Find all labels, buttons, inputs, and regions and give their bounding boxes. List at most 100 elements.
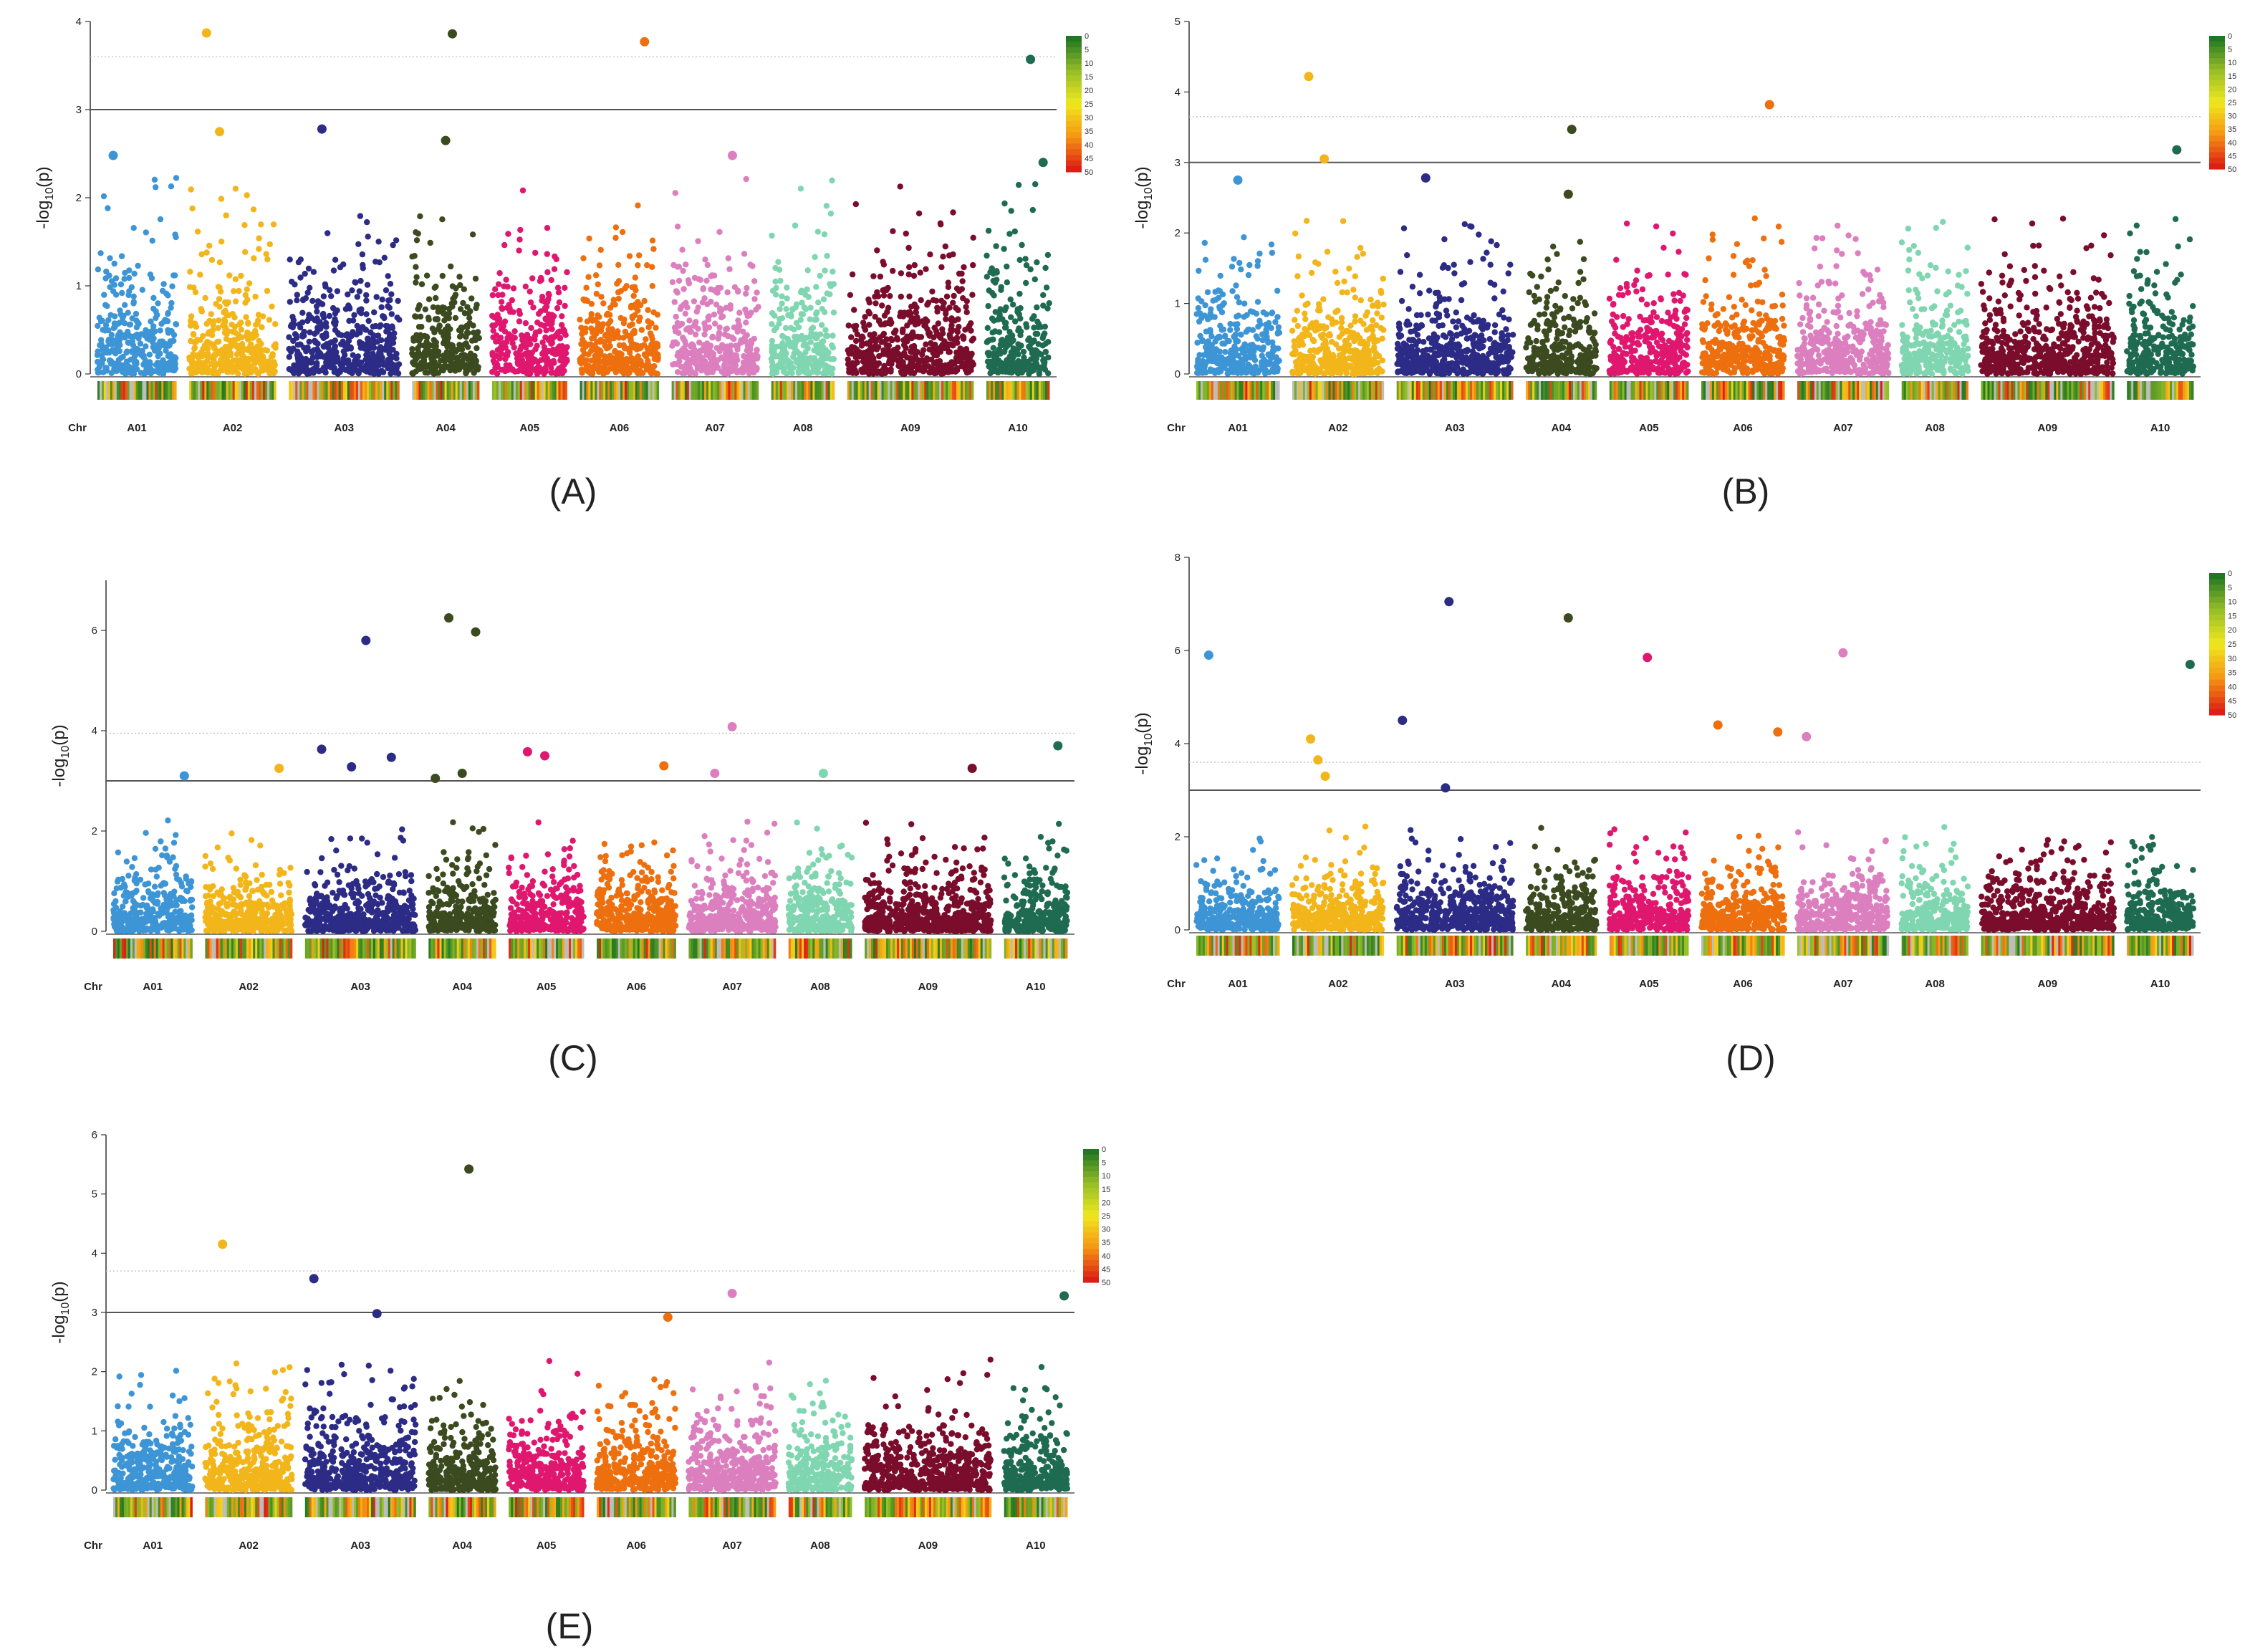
snp-point xyxy=(168,300,174,306)
snp-point xyxy=(255,348,261,354)
snp-point xyxy=(131,225,137,231)
snp-point xyxy=(273,345,279,350)
snp-point xyxy=(127,333,133,339)
snp-point xyxy=(528,299,534,305)
snp-point xyxy=(310,355,316,360)
snp-point xyxy=(264,347,270,353)
snp-point xyxy=(390,325,395,331)
snp-point xyxy=(229,322,234,327)
snp-point xyxy=(173,322,179,327)
snp-point xyxy=(217,259,223,265)
snp-point xyxy=(428,240,433,246)
snp-point xyxy=(102,345,108,350)
snp-point xyxy=(314,341,320,347)
snp-point xyxy=(473,345,479,351)
snp-point xyxy=(503,277,509,282)
snp-point xyxy=(198,306,204,312)
snp-point xyxy=(191,360,197,366)
snp-point xyxy=(290,325,296,330)
snp-point xyxy=(242,249,248,255)
snp-point xyxy=(473,276,479,282)
snp-point xyxy=(259,363,265,369)
snp-point xyxy=(206,243,212,249)
snp-point xyxy=(346,318,352,324)
snp-point xyxy=(203,295,208,301)
snp-point xyxy=(112,261,117,266)
snp-point xyxy=(562,303,567,309)
snp-point xyxy=(170,338,176,344)
snp-point xyxy=(267,241,273,247)
snp-point xyxy=(332,337,338,343)
snp-point xyxy=(620,335,626,340)
snp-point xyxy=(350,352,356,358)
snp-point xyxy=(152,177,158,183)
snp-point xyxy=(593,272,599,278)
snp-point xyxy=(269,353,275,359)
snp-point xyxy=(418,314,423,320)
snp-point xyxy=(554,305,560,311)
snp-point xyxy=(378,351,383,357)
snp-point xyxy=(360,265,366,271)
snp-point xyxy=(423,351,428,357)
snp-point xyxy=(473,365,479,370)
snp-point xyxy=(350,362,355,368)
snp-point xyxy=(188,318,193,324)
snp-point xyxy=(97,250,103,256)
snp-point xyxy=(198,351,204,357)
snp-point xyxy=(251,206,256,212)
snp-point xyxy=(292,365,298,371)
snp-point xyxy=(147,352,153,357)
snp-point xyxy=(286,346,292,352)
snp-point xyxy=(539,297,544,303)
snp-point xyxy=(95,266,101,272)
snp-point xyxy=(271,370,277,376)
snp-point xyxy=(205,346,211,352)
snp-point xyxy=(170,272,176,278)
snp-point xyxy=(523,284,529,289)
snp-point xyxy=(496,282,501,287)
snp-point xyxy=(294,335,299,340)
snp-point xyxy=(345,341,350,347)
snp-point xyxy=(287,366,292,372)
snp-point xyxy=(120,354,125,360)
snp-point xyxy=(204,321,210,327)
snp-point xyxy=(370,367,375,373)
snp-point xyxy=(364,219,370,225)
snp-point xyxy=(350,329,355,335)
snp-point xyxy=(126,275,132,281)
snp-point xyxy=(241,345,247,351)
snp-point xyxy=(413,279,418,285)
snp-point xyxy=(264,251,269,257)
snp-point xyxy=(529,355,534,360)
y-axis-label: -log10(p) xyxy=(34,166,56,229)
snp-point xyxy=(195,229,201,234)
snp-point xyxy=(219,353,225,359)
snp-point xyxy=(199,370,205,375)
snp-point xyxy=(191,331,196,337)
snp-point xyxy=(492,365,498,371)
snp-point xyxy=(415,346,420,352)
snp-point xyxy=(222,308,228,314)
snp-point xyxy=(597,262,602,268)
snp-point xyxy=(138,340,143,346)
snp-point xyxy=(297,274,303,280)
snp-point xyxy=(357,309,362,314)
snp-point xyxy=(115,332,121,337)
snp-point xyxy=(289,279,294,284)
snp-point xyxy=(296,259,302,265)
snp-point xyxy=(426,297,432,302)
y-tick-label: 4 xyxy=(76,16,82,28)
snp-point xyxy=(506,367,511,373)
snp-point xyxy=(251,255,256,261)
snp-point xyxy=(489,322,495,328)
snp-point xyxy=(412,313,418,319)
snp-point xyxy=(332,369,337,375)
snp-point xyxy=(244,330,250,335)
snp-point xyxy=(552,254,557,259)
snp-point xyxy=(648,320,654,326)
snp-point xyxy=(431,304,436,310)
snp-point xyxy=(150,335,156,341)
snp-point xyxy=(95,352,100,358)
snp-point xyxy=(452,362,458,368)
snp-point xyxy=(271,359,277,365)
